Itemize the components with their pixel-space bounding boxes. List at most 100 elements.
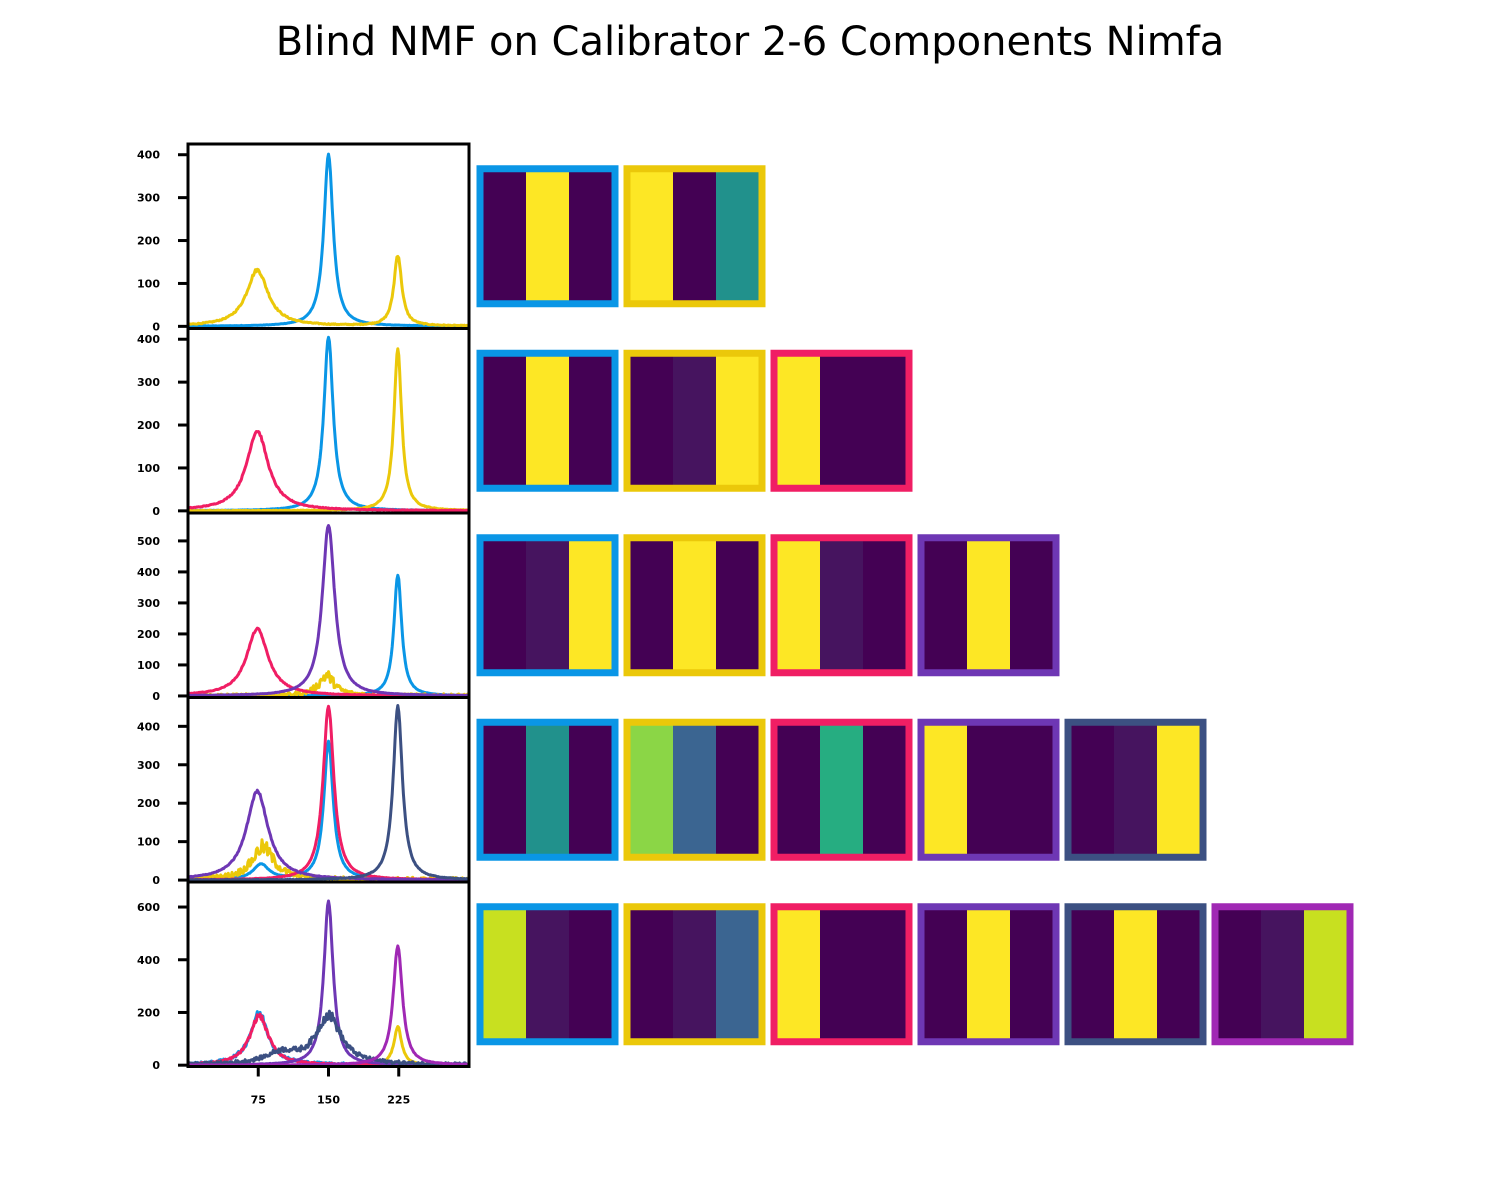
y-tick-label: 100	[137, 462, 160, 475]
component-map-3	[770, 903, 913, 1046]
map-band	[1071, 725, 1115, 855]
map-band	[1010, 725, 1054, 855]
y-tick-label: 300	[137, 597, 160, 610]
axes-background	[188, 513, 469, 698]
series-lines	[188, 899, 469, 1067]
row-6-components: 0 200 400 600 75 150 225	[137, 880, 1354, 1107]
x-tick-label: 75	[251, 1094, 266, 1107]
map-band	[630, 171, 674, 301]
map-band	[526, 356, 570, 486]
component-map-4	[917, 903, 1060, 1046]
map-border-navy	[1064, 718, 1207, 861]
y-tick-label: 0	[152, 505, 160, 518]
map-band	[526, 540, 570, 670]
map-band	[777, 909, 821, 1039]
y-tick-label: 0	[152, 874, 160, 887]
map-band	[569, 540, 613, 670]
y-tick-label: 200	[137, 1006, 160, 1019]
y-tick-label: 400	[137, 720, 160, 733]
map-band	[569, 909, 613, 1039]
y-tick-label: 500	[137, 535, 160, 548]
x-tick-label: 225	[387, 1094, 410, 1107]
row-2-components: 0 100 200 300 400	[137, 142, 766, 333]
map-band	[526, 909, 570, 1039]
series-line-yellow	[188, 347, 469, 513]
y-tick-label: 400	[137, 149, 160, 162]
y-tick-label: 200	[137, 419, 160, 432]
map-band	[569, 725, 613, 855]
map-border-blue	[476, 165, 619, 308]
y-tick-label: 300	[137, 376, 160, 389]
map-band	[716, 725, 760, 855]
map-band	[630, 540, 674, 670]
map-border-blue	[476, 903, 619, 1046]
map-band	[673, 171, 717, 301]
series-line-navy	[188, 1009, 469, 1067]
chart-title: Blind NMF on Calibrator 2-6 Components N…	[276, 19, 1225, 65]
row-4-components: 0 100 200 300 400 500	[137, 511, 1060, 703]
y-tick-label: 0	[152, 690, 160, 703]
map-border-blue	[476, 718, 619, 861]
component-map-1	[476, 718, 619, 861]
axes-background	[188, 697, 469, 882]
row-3-components: 0 100 200 300 400	[137, 327, 913, 518]
y-tick-label: 100	[137, 659, 160, 672]
y-tick-label: 200	[137, 797, 160, 810]
map-band	[483, 171, 527, 301]
component-map-2	[623, 903, 766, 1046]
map-border-magenta	[1211, 903, 1354, 1046]
map-border-purple	[917, 534, 1060, 677]
map-border-purple	[917, 718, 1060, 861]
map-band	[1304, 909, 1348, 1039]
component-map-1	[476, 534, 619, 677]
map-border-purple	[917, 903, 1060, 1046]
map-band	[820, 909, 864, 1039]
map-border-blue	[476, 534, 619, 677]
series-lines	[188, 335, 469, 513]
map-band	[1157, 725, 1201, 855]
row-5-components: 0 100 200 300 400	[137, 696, 1207, 887]
map-band	[777, 540, 821, 670]
map-band	[673, 909, 717, 1039]
component-map-3	[770, 718, 913, 861]
axes-background	[188, 328, 469, 513]
map-band	[863, 909, 907, 1039]
component-map-2	[623, 349, 766, 492]
component-map-2	[623, 534, 766, 677]
map-border-pink	[770, 718, 913, 861]
map-border-pink	[770, 903, 913, 1046]
y-tick-label: 300	[137, 759, 160, 772]
map-border-blue	[476, 349, 619, 492]
map-border-pink	[770, 534, 913, 677]
y-tick-label: 100	[137, 836, 160, 849]
y-tick-label: 0	[152, 320, 160, 333]
component-map-1	[476, 165, 619, 308]
map-band	[673, 540, 717, 670]
map-band	[483, 356, 527, 486]
map-band	[1157, 909, 1201, 1039]
y-tick-label: 400	[137, 333, 160, 346]
map-band	[1114, 725, 1158, 855]
map-band	[483, 540, 527, 670]
map-band	[673, 356, 717, 486]
component-map-5	[1064, 903, 1207, 1046]
series-line-blue	[188, 152, 469, 328]
series-lines	[188, 704, 469, 882]
map-band	[863, 356, 907, 486]
component-map-4	[917, 718, 1060, 861]
map-band	[1261, 909, 1305, 1039]
series-line-purple	[188, 788, 469, 882]
component-map-6	[1211, 903, 1354, 1046]
map-band	[924, 725, 968, 855]
map-band	[630, 356, 674, 486]
series-line-navy	[188, 704, 469, 882]
y-tick-label: 200	[137, 235, 160, 248]
series-line-purple	[188, 524, 469, 698]
map-band	[1010, 909, 1054, 1039]
map-border-yellow	[623, 534, 766, 677]
component-map-4	[917, 534, 1060, 677]
map-band	[569, 356, 613, 486]
y-tick-label: 600	[137, 901, 160, 914]
map-band	[569, 171, 613, 301]
map-band	[967, 540, 1011, 670]
